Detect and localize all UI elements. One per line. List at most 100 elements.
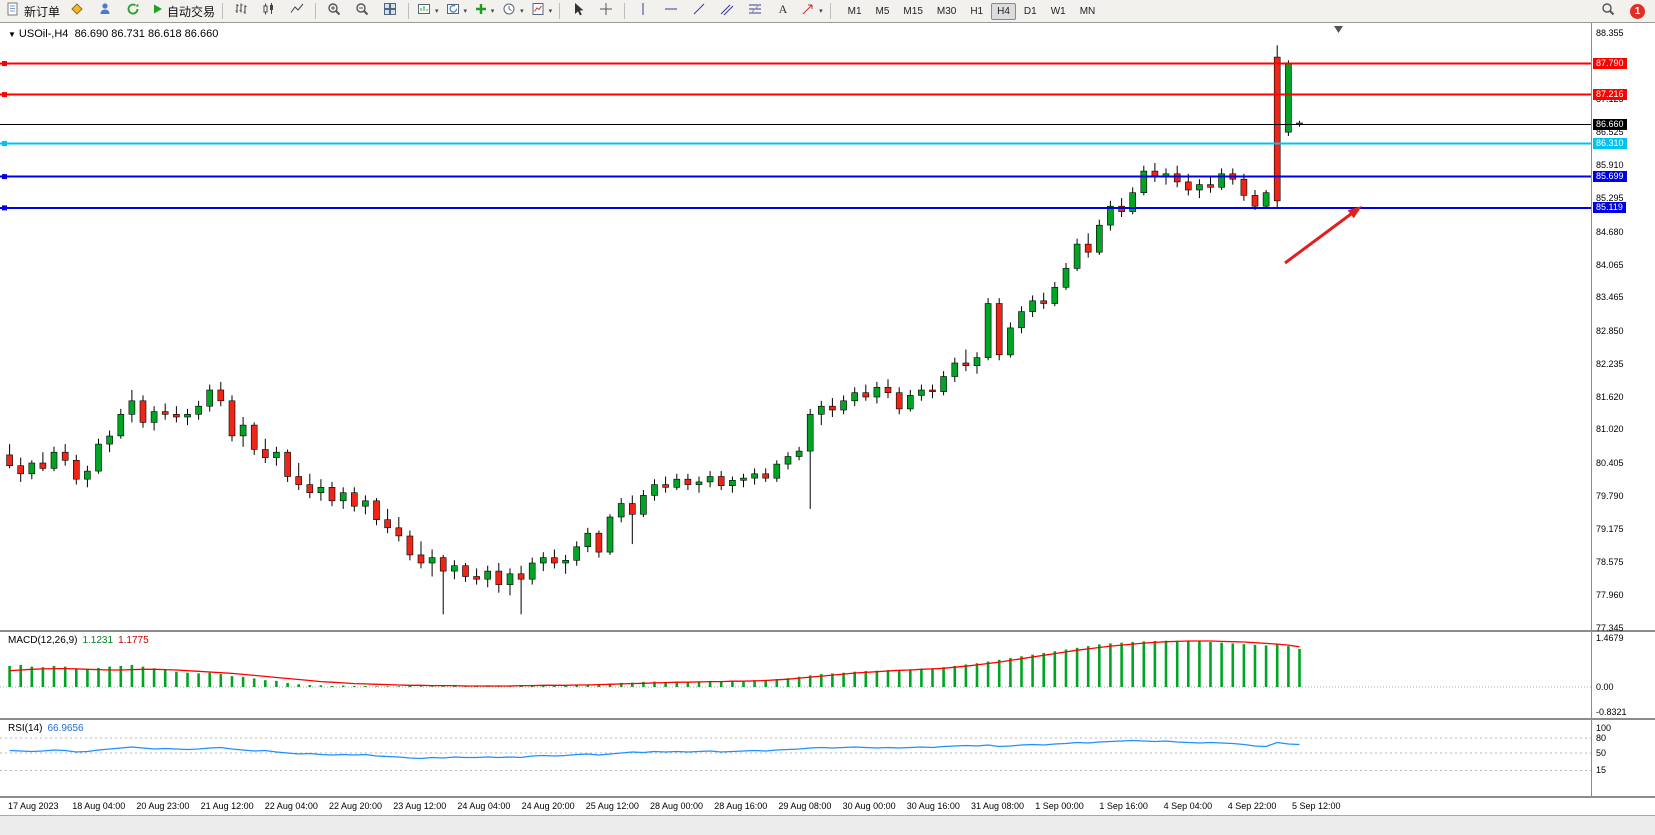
zoom-out-button[interactable] (348, 1, 376, 21)
price-badge-87.790: 87.790 (1593, 57, 1627, 69)
toolbar-separator (829, 3, 831, 19)
market-watch-icon (69, 1, 85, 22)
horizontal-line-button[interactable] (657, 1, 685, 21)
timeframe-m5-button[interactable]: M5 (875, 5, 890, 17)
macd-signal-value: 1.1775 (118, 635, 149, 646)
indicators-button[interactable]: ▾ (470, 1, 498, 21)
indicators-icon (474, 2, 488, 21)
price-axis-label: 81.620 (1596, 392, 1624, 403)
macd-main-value: 1.1231 (82, 635, 114, 646)
timeframe-m1-button[interactable]: M1 (847, 5, 862, 17)
price-axis-label: 85.910 (1596, 160, 1624, 171)
time-axis-label: 5 Sep 12:00 (1292, 801, 1341, 811)
timeframe-h1-button[interactable]: H1 (970, 5, 984, 17)
time-axis-label: 25 Aug 12:00 (585, 801, 639, 811)
data-window-button[interactable] (91, 1, 119, 21)
chart-shift-marker[interactable] (1334, 26, 1343, 33)
vertical-line-button[interactable] (629, 1, 657, 21)
fibonacci-icon (747, 1, 763, 22)
time-axis-label: 18 Aug 04:00 (72, 801, 126, 811)
price-axis-label: 80.405 (1596, 457, 1624, 468)
new-chart-icon (416, 1, 432, 22)
channel-button[interactable] (713, 1, 741, 21)
new-chart-button[interactable]: ▾ (413, 1, 442, 21)
timeframe-h4-button[interactable]: H4 (991, 2, 1016, 20)
search-button[interactable] (1594, 1, 1622, 21)
arrows-tool-button[interactable]: ▾ (797, 1, 826, 21)
line-chart-button[interactable] (283, 1, 311, 21)
timeframe-w1-button[interactable]: W1 (1050, 5, 1066, 17)
market-watch-button[interactable] (63, 1, 91, 21)
time-axis-label: 31 Aug 08:00 (971, 801, 1025, 811)
timeframe-mn-button[interactable]: MN (1079, 5, 1096, 17)
time-axis-label: 29 Aug 08:00 (778, 801, 832, 811)
panel-separator[interactable] (0, 796, 1655, 798)
toolbar-separator (624, 3, 626, 19)
price-badge-86.660: 86.660 (1593, 118, 1627, 130)
time-axis-label: 30 Aug 16:00 (906, 801, 960, 811)
price-axis-label: 100 (1596, 723, 1612, 733)
timeframe-d1-button[interactable]: D1 (1023, 5, 1037, 17)
bar-chart-button[interactable] (227, 1, 255, 21)
time-axis-label: 28 Aug 16:00 (714, 801, 768, 811)
panel-separator[interactable] (0, 630, 1655, 632)
time-axis-label: 24 Aug 20:00 (521, 801, 575, 811)
rsi-plot[interactable] (0, 720, 1591, 796)
timeframe-m30-button[interactable]: M30 (936, 5, 957, 17)
chevron-down-icon: ▾ (490, 7, 495, 15)
navigator-button[interactable] (119, 1, 147, 21)
templates-button[interactable]: ▾ (527, 1, 556, 21)
new-order-button[interactable]: 新订单 (2, 1, 63, 21)
macd-label: MACD(12,26,9) 1.1231 1.1775 (8, 635, 149, 646)
time-axis-label: 22 Aug 20:00 (329, 801, 383, 811)
toolbar-separator (408, 3, 410, 19)
toolbar-separator (315, 3, 317, 19)
channel-icon (719, 1, 735, 22)
periods-icon (501, 1, 517, 22)
horizontal-line-icon (663, 1, 679, 22)
navigator-icon (125, 1, 141, 22)
crosshair-icon (598, 1, 614, 22)
panel-separator[interactable] (0, 718, 1655, 720)
price-axis-label: 82.235 (1596, 358, 1624, 369)
crosshair-button[interactable] (592, 1, 620, 21)
tile-windows-icon (382, 1, 398, 22)
time-axis-label: 4 Sep 04:00 (1163, 801, 1213, 811)
chevron-down-icon: ▾ (463, 7, 468, 15)
text-tool-button[interactable]: A (769, 1, 797, 21)
timeframe-m15-button[interactable]: M15 (903, 5, 923, 17)
trendline-button[interactable] (685, 1, 713, 21)
zoom-in-button[interactable] (320, 1, 348, 21)
price-axis-label: -0.8321 (1596, 707, 1627, 717)
price-badge-87.216: 87.216 (1593, 88, 1627, 100)
line-chart-icon (289, 1, 305, 22)
auto-trading-button[interactable]: 自动交易 (147, 1, 218, 21)
window-bottom-strip (0, 815, 1655, 835)
cursor-icon (570, 1, 586, 22)
cursor-button[interactable] (564, 1, 592, 21)
tile-windows-button[interactable] (376, 1, 404, 21)
symbol-dropdown-icon[interactable]: ▼ (8, 30, 16, 39)
toolbar-separator (222, 3, 224, 19)
auto-trading-label: 自动交易 (167, 4, 216, 19)
chart-profiles-button[interactable]: ▾ (442, 1, 471, 21)
time-axis-label: 22 Aug 04:00 (264, 801, 318, 811)
rsi-axis[interactable]: 100 80 50 15 (1591, 720, 1655, 796)
price-axis[interactable]: 88.35587.12586.52585.91085.29584.68084.0… (1591, 23, 1655, 633)
rsi-name: RSI(14) (8, 723, 43, 734)
periods-button[interactable]: ▾ (498, 1, 527, 21)
fibonacci-button[interactable] (741, 1, 769, 21)
time-axis-label: 1 Sep 00:00 (1035, 801, 1084, 811)
macd-plot[interactable] (0, 632, 1591, 718)
time-axis[interactable]: 17 Aug 2023 18 Aug 04:00 20 Aug 23:00 21 Au… (0, 798, 1655, 815)
price-axis-label: 15 (1596, 765, 1607, 775)
candlestick-chart-button[interactable] (255, 1, 283, 21)
macd-name: MACD(12,26,9) (8, 635, 78, 646)
trend-arrow-annotation[interactable] (1284, 206, 1362, 265)
notification-badge[interactable]: 1 (1630, 3, 1645, 19)
candlestick-plot[interactable] (0, 23, 1591, 630)
candlestick-series (6, 45, 1303, 615)
time-axis-label: 4 Sep 22:00 (1227, 801, 1277, 811)
macd-axis[interactable]: 1.4679 0.00 -0.8321 (1591, 632, 1655, 718)
